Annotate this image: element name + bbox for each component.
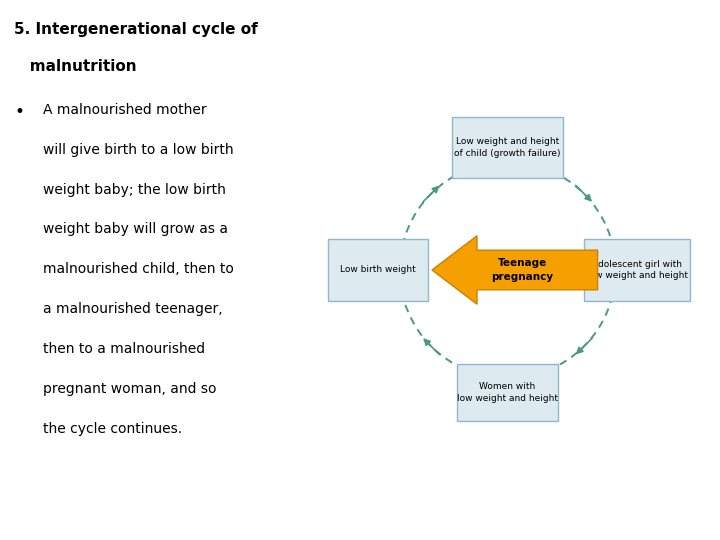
Text: malnutrition: malnutrition bbox=[14, 59, 137, 75]
Text: weight baby; the low birth: weight baby; the low birth bbox=[43, 183, 226, 197]
Text: Teenage
pregnancy: Teenage pregnancy bbox=[491, 259, 553, 281]
Text: malnourished child, then to: malnourished child, then to bbox=[43, 262, 234, 276]
Text: 5. Intergenerational cycle of: 5. Intergenerational cycle of bbox=[14, 22, 258, 37]
FancyBboxPatch shape bbox=[452, 117, 563, 178]
Text: weight baby will grow as a: weight baby will grow as a bbox=[43, 222, 228, 237]
Text: Low weight and height
of child (growth failure): Low weight and height of child (growth f… bbox=[454, 137, 561, 158]
FancyArrow shape bbox=[432, 236, 598, 304]
Text: Women with
low weight and height: Women with low weight and height bbox=[457, 382, 558, 403]
FancyBboxPatch shape bbox=[584, 239, 690, 301]
FancyBboxPatch shape bbox=[457, 363, 558, 421]
Text: A malnourished mother: A malnourished mother bbox=[43, 103, 207, 117]
Text: Adolescent girl with
low weight and height: Adolescent girl with low weight and heig… bbox=[587, 260, 688, 280]
Text: the cycle continues.: the cycle continues. bbox=[43, 422, 182, 436]
FancyBboxPatch shape bbox=[328, 239, 428, 301]
Text: •: • bbox=[14, 103, 24, 120]
Text: will give birth to a low birth: will give birth to a low birth bbox=[43, 143, 234, 157]
Text: a malnourished teenager,: a malnourished teenager, bbox=[43, 302, 222, 316]
Text: pregnant woman, and so: pregnant woman, and so bbox=[43, 382, 217, 396]
Text: then to a malnourished: then to a malnourished bbox=[43, 342, 205, 356]
Text: Low birth weight: Low birth weight bbox=[340, 266, 416, 274]
